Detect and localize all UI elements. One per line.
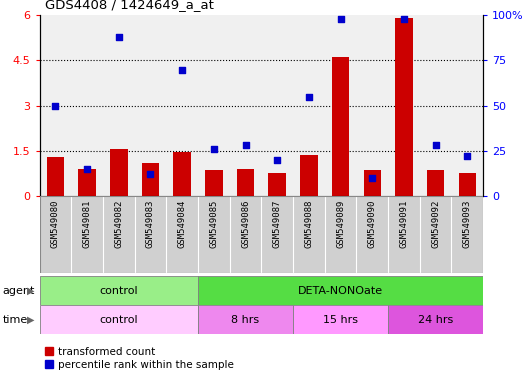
Text: GDS4408 / 1424649_a_at: GDS4408 / 1424649_a_at <box>45 0 214 12</box>
Point <box>400 16 408 22</box>
Bar <box>237 169 254 196</box>
Text: agent: agent <box>3 286 35 296</box>
Point <box>51 103 60 109</box>
Text: GSM549087: GSM549087 <box>272 200 282 248</box>
Bar <box>458 173 476 196</box>
Text: GSM549081: GSM549081 <box>82 200 92 248</box>
Point <box>241 142 250 148</box>
Bar <box>269 173 286 196</box>
Text: GSM549086: GSM549086 <box>241 200 250 248</box>
Text: GSM549091: GSM549091 <box>399 200 409 248</box>
Text: GSM549092: GSM549092 <box>431 200 440 248</box>
Text: GSM549083: GSM549083 <box>146 200 155 248</box>
Text: GSM549085: GSM549085 <box>209 200 219 248</box>
Text: ▶: ▶ <box>27 286 35 296</box>
Bar <box>332 58 350 196</box>
Bar <box>293 305 388 334</box>
Point <box>463 153 472 159</box>
Text: GSM549090: GSM549090 <box>367 200 377 248</box>
Bar <box>205 170 222 196</box>
Text: 24 hrs: 24 hrs <box>418 314 453 325</box>
Text: GSM549088: GSM549088 <box>304 200 314 248</box>
Point <box>431 142 440 148</box>
Point <box>336 16 345 22</box>
Text: GSM549082: GSM549082 <box>114 200 124 248</box>
Bar <box>363 170 381 196</box>
Bar <box>300 155 318 196</box>
Point <box>368 175 376 181</box>
Point <box>115 34 123 40</box>
Point <box>305 94 313 100</box>
Text: DETA-NONOate: DETA-NONOate <box>298 286 383 296</box>
Text: time: time <box>3 314 28 325</box>
Point <box>273 157 281 163</box>
Bar <box>47 157 64 196</box>
Bar <box>40 276 198 305</box>
Bar <box>40 305 198 334</box>
Bar <box>142 163 159 196</box>
Bar <box>198 305 293 334</box>
Bar <box>110 149 128 196</box>
Bar <box>427 170 444 196</box>
Point <box>83 166 91 172</box>
Legend: transformed count, percentile rank within the sample: transformed count, percentile rank withi… <box>45 347 234 370</box>
Text: control: control <box>99 314 138 325</box>
Point <box>146 171 155 177</box>
Bar <box>388 305 483 334</box>
Point <box>210 146 218 152</box>
Text: GSM549089: GSM549089 <box>336 200 345 248</box>
Bar <box>78 169 96 196</box>
Bar <box>198 276 483 305</box>
Text: ▶: ▶ <box>27 314 35 325</box>
Text: control: control <box>99 286 138 296</box>
Bar <box>395 18 413 196</box>
Point <box>178 66 186 73</box>
Text: 15 hrs: 15 hrs <box>323 314 358 325</box>
Text: 8 hrs: 8 hrs <box>231 314 260 325</box>
Text: GSM549084: GSM549084 <box>177 200 187 248</box>
Bar <box>173 152 191 196</box>
Text: GSM549093: GSM549093 <box>463 200 472 248</box>
Text: GSM549080: GSM549080 <box>51 200 60 248</box>
